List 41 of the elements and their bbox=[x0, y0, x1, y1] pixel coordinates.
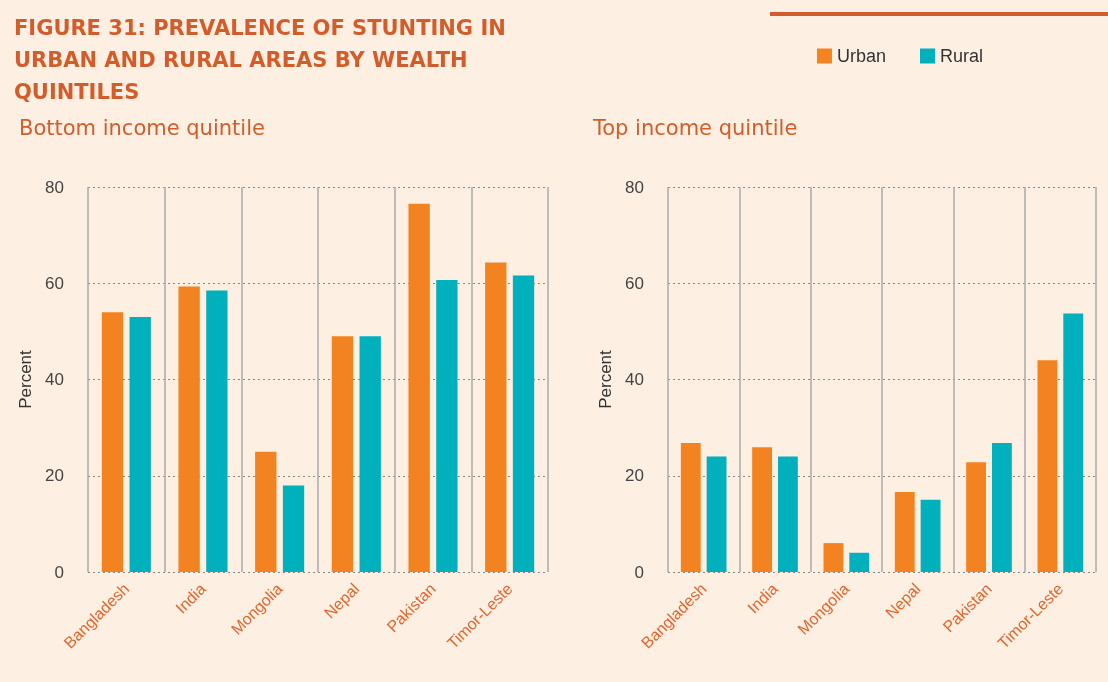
y-tick-label: 60 bbox=[625, 273, 644, 293]
bar bbox=[282, 485, 305, 572]
y-tick-label: 40 bbox=[625, 370, 644, 389]
y-tick-label: 80 bbox=[45, 177, 64, 197]
y-tick-label: 0 bbox=[634, 562, 644, 582]
legend-label: Urban bbox=[836, 46, 886, 66]
bar bbox=[752, 447, 773, 572]
y-axis-title: Percent bbox=[16, 349, 36, 409]
chart-subtitle: Bottom income quintile bbox=[19, 115, 265, 140]
bar bbox=[680, 443, 701, 572]
y-tick-label: 0 bbox=[54, 562, 64, 582]
bar bbox=[101, 312, 124, 572]
bar bbox=[920, 499, 941, 572]
bar bbox=[485, 262, 507, 572]
bar bbox=[823, 543, 844, 572]
bar bbox=[966, 462, 987, 572]
bar bbox=[436, 279, 458, 572]
bar bbox=[331, 336, 354, 572]
legend-label: Rural bbox=[939, 46, 983, 66]
y-tick-label: 20 bbox=[45, 466, 64, 486]
bar bbox=[129, 316, 151, 572]
bar bbox=[206, 290, 228, 572]
bar bbox=[178, 286, 200, 572]
bar bbox=[1063, 313, 1084, 572]
bar bbox=[706, 456, 727, 572]
bar bbox=[991, 443, 1012, 572]
bar bbox=[359, 336, 381, 572]
y-tick-label: 80 bbox=[625, 177, 644, 197]
bar bbox=[777, 456, 798, 572]
bar bbox=[408, 203, 430, 572]
y-tick-label: 20 bbox=[625, 466, 644, 486]
bar bbox=[894, 492, 915, 572]
y-tick-label: 40 bbox=[45, 370, 64, 389]
bar bbox=[849, 552, 870, 572]
chart-title: FIGURE 31: PREVALENCE OF STUNTING IN URBAN AND RURAL AREAS BY WEALTH QUINTILES bbox=[14, 15, 507, 106]
bar bbox=[255, 451, 277, 572]
bar bbox=[512, 275, 535, 572]
chart-subtitle: Top income quintile bbox=[592, 115, 798, 140]
y-axis-title: Percent bbox=[596, 349, 616, 409]
y-tick-label: 60 bbox=[45, 273, 64, 293]
bar bbox=[1037, 360, 1058, 572]
